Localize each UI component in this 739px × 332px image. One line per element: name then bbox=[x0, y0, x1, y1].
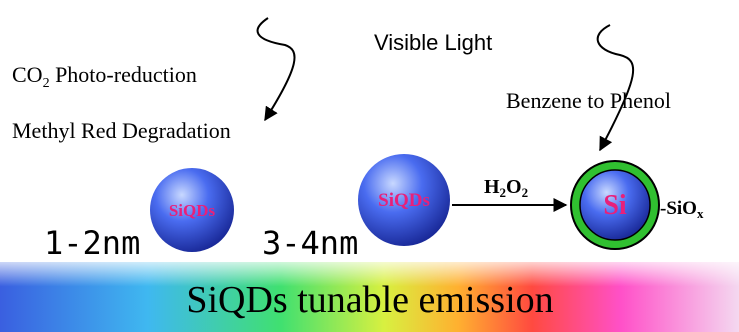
h2o2-label: H2O2 bbox=[484, 176, 528, 200]
light-arrow bbox=[258, 18, 295, 120]
visible-light-label: Visible Light bbox=[374, 30, 492, 55]
banner-text: SiQDs tunable emission bbox=[186, 279, 553, 321]
diagram: SiQDs tunable emission CO2 Photo-reducti… bbox=[0, 0, 739, 332]
size-label: 3-4nm bbox=[262, 224, 358, 262]
sphere-label: SiQDs bbox=[169, 201, 216, 220]
sphere-label: SiQDs bbox=[378, 190, 430, 211]
core-label: Si bbox=[603, 190, 627, 221]
methyl-red-label: Methyl Red Degradation bbox=[12, 118, 231, 143]
co2-label: CO2 Photo-reduction bbox=[12, 62, 197, 91]
shell-label: -SiOx bbox=[660, 198, 704, 221]
benzene-label: Benzene to Phenol bbox=[506, 88, 671, 113]
size-label: 1-2nm bbox=[44, 224, 140, 262]
